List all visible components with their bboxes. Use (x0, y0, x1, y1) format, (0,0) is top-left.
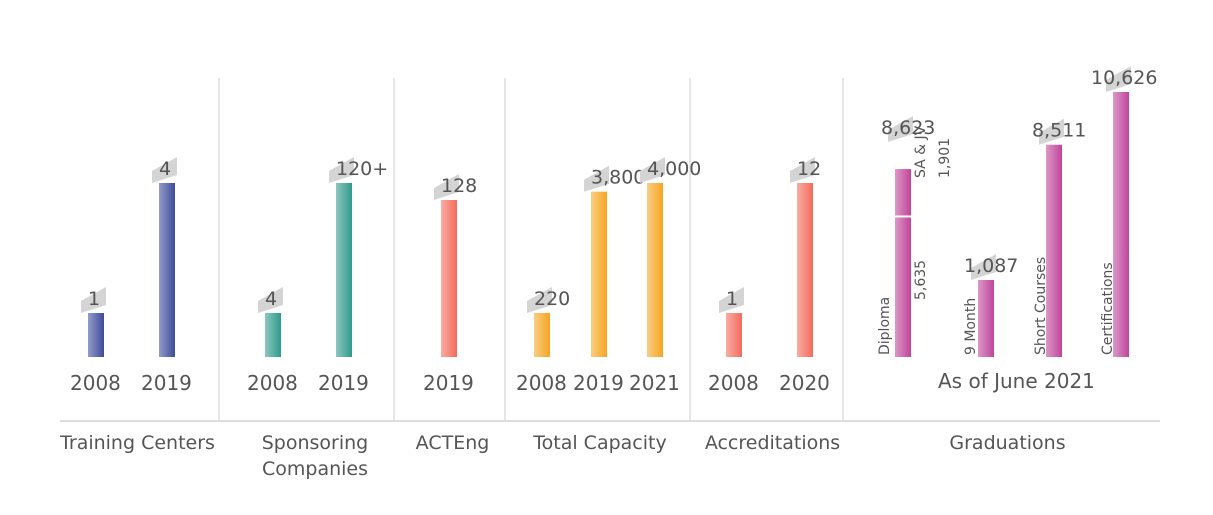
value-tab-4-0 (719, 287, 744, 313)
graduations-value-tab-0 (888, 115, 913, 142)
graduations-bar-3 (1113, 92, 1129, 357)
bar-1-0 (265, 313, 281, 357)
year-label-1-0: 2008 (247, 371, 298, 395)
graduations-bar-1 (978, 280, 994, 357)
graduations-date-note: As of June 2021 (938, 369, 1095, 393)
year-label-3-1: 2019 (573, 371, 624, 395)
graduations-bar-name-3: Certifications (1100, 262, 1116, 355)
year-label-0-0: 2008 (70, 371, 121, 395)
value-tab-3-2 (640, 157, 665, 183)
graduations-bar-2 (1046, 144, 1062, 357)
bar-3-2 (647, 183, 663, 357)
value-label-3-1: 3,800 (591, 167, 645, 189)
category-label-total-capacity: Total Capacity (533, 432, 667, 454)
value-tab-1-0 (258, 287, 283, 313)
category-label-accreditations: Accreditations (704, 432, 841, 454)
bar-0-0 (88, 313, 104, 357)
bar-4-1 (797, 183, 813, 357)
graduations-value-label-2: 8,511 (1032, 120, 1086, 142)
value-tab-0-1 (152, 157, 177, 183)
value-tab-0-0 (81, 287, 106, 313)
graduations-bar-0-segment-1 (895, 169, 911, 217)
year-label-2-0: 2019 (423, 371, 474, 395)
category-label-acteng: ACTEng (415, 432, 490, 454)
year-label-3-0: 2008 (516, 371, 567, 395)
bar-2-0 (441, 200, 457, 357)
bar-4-0 (726, 313, 742, 357)
value-label-4-0: 1 (726, 288, 738, 310)
category-label-graduations: Graduations (949, 432, 1066, 454)
year-label-1-1: 2019 (318, 371, 369, 395)
segment-value-diploma: 5,635 (913, 260, 929, 300)
bar-3-1 (591, 191, 607, 357)
year-label-4-1: 2020 (779, 371, 830, 395)
value-tab-3-1 (584, 165, 609, 192)
value-label-0-0: 1 (88, 288, 100, 310)
segment-value-sa-jv: 1,901 (937, 138, 953, 178)
year-label-3-2: 2021 (629, 371, 680, 395)
value-tab-2-0 (434, 174, 459, 200)
graduations-value-tab-3 (1106, 66, 1131, 92)
bar-3-0 (534, 313, 550, 357)
value-label-1-1: 120+ (336, 158, 388, 180)
value-label-3-0: 220 (534, 288, 570, 310)
value-label-1-0: 4 (265, 288, 277, 310)
year-label-4-0: 2008 (708, 371, 759, 395)
graduations-value-label-1: 1,087 (964, 255, 1018, 277)
segment-name-sa-jv: SA & JV (913, 125, 929, 178)
segment-name-diploma: Diploma (877, 297, 893, 355)
graduations-value-label-0: 8,623 (881, 117, 935, 139)
value-label-0-1: 4 (159, 158, 171, 180)
graduations-value-tab-1 (971, 254, 996, 280)
graduations-bar-0-segment-0 (895, 216, 911, 357)
bar-1-1 (336, 183, 352, 357)
value-tab-1-1 (329, 157, 354, 183)
category-label-sponsoring-companies: Sponsoring Companies (261, 432, 369, 480)
year-label-0-1: 2019 (141, 371, 192, 395)
category-label-training-centers: Training Centers (60, 432, 215, 454)
value-label-4-1: 12 (797, 158, 821, 180)
bar-0-1 (159, 183, 175, 357)
graduations-value-tab-2 (1039, 118, 1064, 145)
graduations-value-label-3: 10,626 (1091, 67, 1157, 89)
value-tab-3-0 (527, 287, 552, 313)
value-tab-4-1 (790, 157, 815, 183)
value-label-2-0: 128 (441, 175, 477, 197)
graduations-bar-name-1: 9 Month (963, 298, 979, 355)
graduations-bar-name-2: Short Courses (1033, 257, 1049, 355)
value-label-3-2: 4,000 (647, 158, 701, 180)
